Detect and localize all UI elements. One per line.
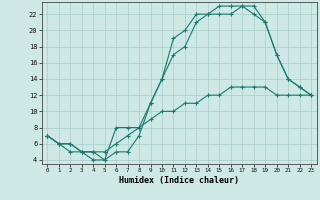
X-axis label: Humidex (Indice chaleur): Humidex (Indice chaleur)	[119, 176, 239, 185]
